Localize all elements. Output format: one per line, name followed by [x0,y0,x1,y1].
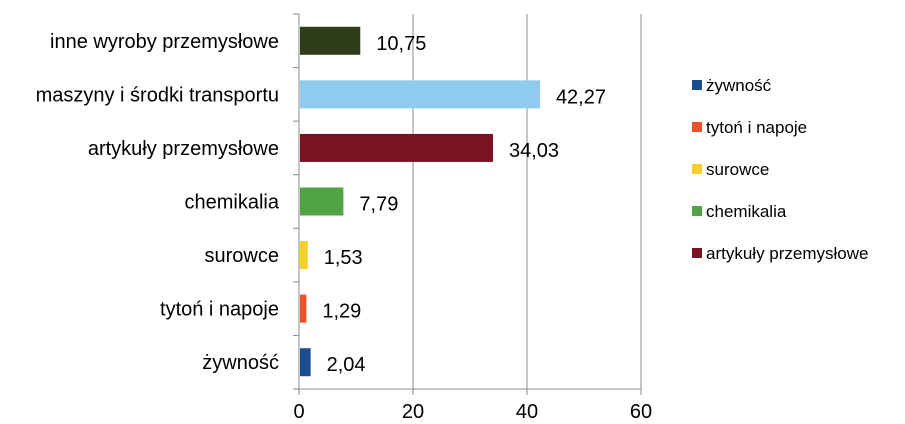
x-tick-label: 60 [630,401,652,423]
data-label: 7,79 [359,194,398,216]
category-label: chemikalia [185,192,280,214]
legend-swatch [692,122,702,132]
bar [300,187,344,216]
gridlines [412,14,642,389]
legend-label: tytoń i napoje [706,118,807,137]
legend-swatch [692,206,702,216]
x-tick-label: 40 [516,401,538,423]
data-label: 2,04 [327,354,366,376]
data-label: 34,03 [509,140,559,162]
data-label: 1,29 [322,301,361,323]
data-label: 42,27 [556,86,606,108]
legend-swatch [692,164,702,174]
legend-swatch [692,248,702,258]
axes [293,13,642,395]
category-label: maszyny i środki transportu [36,84,279,106]
category-label: żywność [202,352,279,374]
category-label: tytoń i napoje [160,299,279,321]
bar [300,241,308,270]
data-label: 10,75 [376,33,426,55]
legend-swatch [692,80,702,90]
bars [300,26,540,377]
bar [300,133,493,162]
data-label: 1,53 [324,247,363,269]
legend-label: chemikalia [706,202,787,221]
x-tick-label: 20 [402,401,424,423]
labels: 0 20 40 60 inne wyroby przemysłowe 10,75 maszy… [36,31,653,423]
category-label: inne wyroby przemysłowe [50,31,279,53]
legend-label: artykuły przemysłowe [706,244,869,263]
bar [300,294,307,323]
x-tick-label: 0 [293,401,304,423]
bar [300,80,540,109]
legend-label: surowce [706,160,769,179]
legend-label: żywność [706,76,772,95]
bar [300,26,361,55]
bar [300,348,311,377]
category-label: surowce [205,245,279,267]
legend: żywność tytoń i napoje surowce chemikalia ar… [692,76,869,263]
category-label: artykuły przemysłowe [88,138,279,160]
